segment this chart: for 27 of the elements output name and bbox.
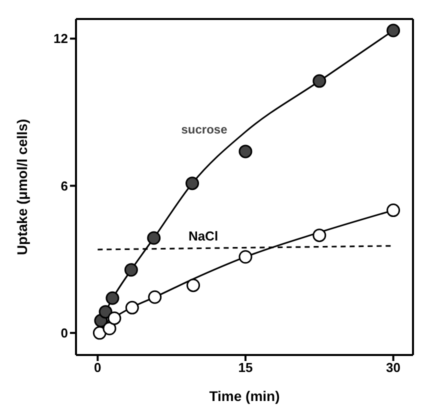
point <box>92 326 106 340</box>
point <box>147 231 161 245</box>
point <box>386 24 400 38</box>
point <box>238 250 252 264</box>
series-label: NaCl <box>188 228 218 244</box>
point <box>108 311 122 325</box>
x-tick-label: 0 <box>94 360 102 376</box>
series-label: sucrose <box>181 122 228 136</box>
y-tick-label: 0 <box>60 326 68 341</box>
point <box>312 74 326 88</box>
point <box>238 144 252 158</box>
point <box>148 290 162 304</box>
point <box>386 204 400 218</box>
point <box>124 263 138 277</box>
x-tick-label: 30 <box>386 360 401 376</box>
x-tick-label: 15 <box>238 360 253 376</box>
x-axis-title: Time (min) <box>209 388 280 404</box>
point <box>102 322 116 336</box>
point <box>186 176 200 190</box>
y-tick-label: 12 <box>54 31 68 46</box>
y-axis-title: Uptake (μmol/l cells) <box>14 118 30 256</box>
point <box>98 305 112 319</box>
point <box>186 278 200 292</box>
point <box>106 291 120 305</box>
point <box>125 300 139 314</box>
y-tick-label: 6 <box>60 178 68 194</box>
point <box>312 228 326 242</box>
